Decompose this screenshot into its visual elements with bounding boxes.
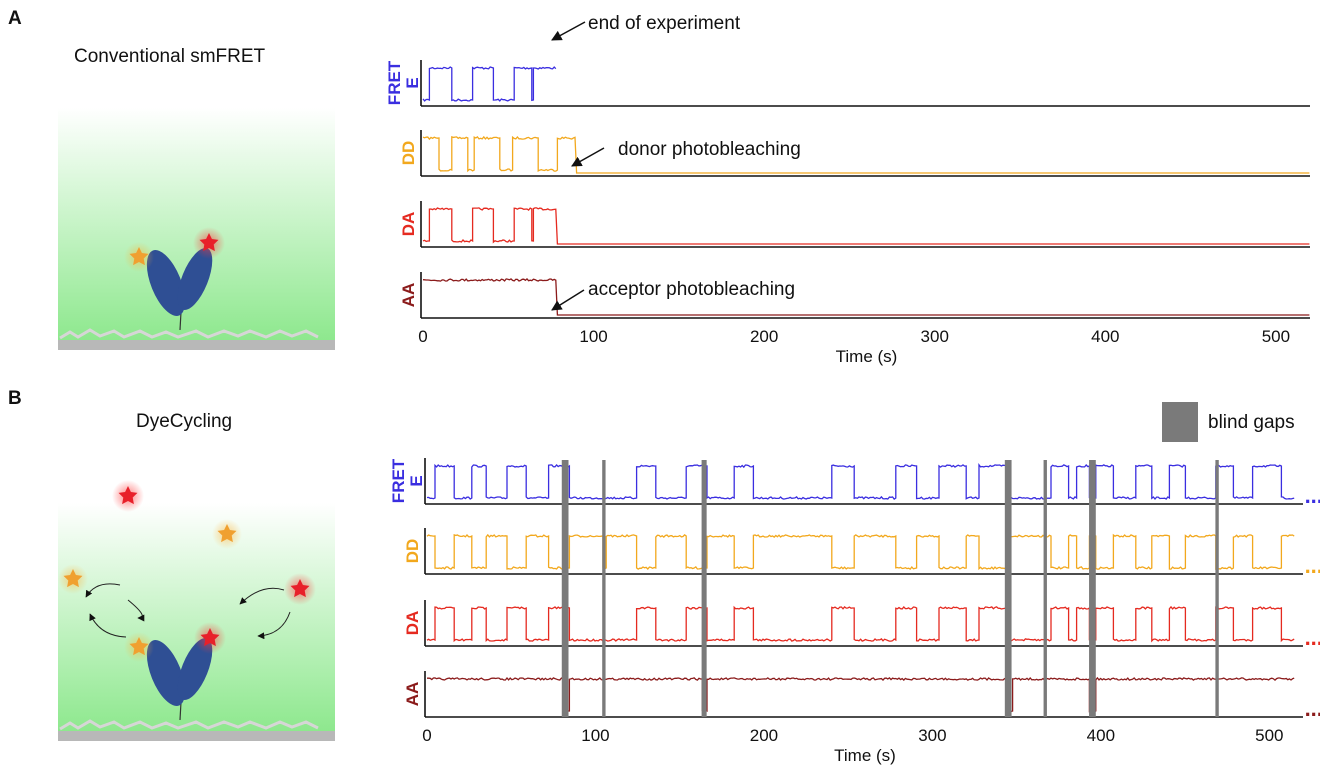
acceptor-star-icon-free-1 [118, 486, 138, 505]
panel-a-title: Conventional smFRET [74, 46, 266, 67]
chart-a: FRETE DD DA AA0 100 200 300 400 500 Time (s) end o… [385, 13, 1310, 366]
chart-b: FRETE... DD... DA... AA... 0 100 200 300 400 500 T… [389, 402, 1320, 765]
illustration-b-background [58, 503, 335, 731]
donor-star-icon [129, 637, 149, 656]
illustration-b-surface [58, 731, 335, 741]
trace-label: DD [399, 141, 418, 166]
illustration-a-surface [58, 340, 335, 350]
protein-tether-b [179, 701, 182, 721]
annotation-arrow [551, 21, 586, 41]
donor-star-icon-free-1 [217, 524, 237, 543]
illustration-b [58, 480, 335, 741]
trace-rows: FRETE... DD... DA... AA... [389, 458, 1320, 721]
trace-label: DA [399, 212, 418, 237]
annotation-label: donor photobleaching [618, 139, 801, 160]
trace-label: FRETE [389, 458, 426, 503]
blind-gap-bar [602, 460, 606, 717]
legend-label: blind gaps [1208, 412, 1295, 433]
trace-label: FRETE [385, 60, 422, 105]
illustration-b-surface-texture [59, 719, 319, 731]
protein-v-icon [146, 250, 186, 316]
acceptor-star-icon [199, 233, 219, 252]
trace-label: AA [403, 682, 422, 707]
blind-gap-bar [1004, 460, 1012, 717]
donor-star-icon [129, 247, 149, 266]
x-tick-label: 100 [579, 327, 607, 346]
annotation-label: acceptor photobleaching [588, 279, 795, 300]
x-tick-label: 200 [750, 327, 778, 346]
trace-continuation-dots: ... [1305, 483, 1320, 508]
exchange-arrow-icon [239, 587, 285, 605]
blind-gap-bar [1215, 460, 1219, 717]
trace-label-line1: FRET [389, 458, 408, 503]
acceptor-star-icon [200, 628, 220, 647]
x-tick-label: 300 [918, 726, 946, 745]
trace-continuation-dots: ... [1305, 625, 1320, 650]
annotation-label: end of experiment [588, 13, 741, 34]
annotation-arrow [571, 147, 605, 167]
panel-b-title: DyeCycling [136, 411, 233, 432]
trace-line [427, 676, 1295, 713]
blind-gap-bar [561, 460, 569, 717]
illustration-a-background [58, 108, 335, 340]
trace-continuation-dots: ... [1305, 696, 1320, 721]
trace-line [422, 207, 1310, 245]
legend-swatch [1162, 402, 1198, 442]
x-tick-label: 300 [921, 327, 949, 346]
x-tick-label: 500 [1262, 327, 1290, 346]
x-tick-label: 400 [1091, 327, 1119, 346]
x-tick-label: 200 [750, 726, 778, 745]
trace-line [426, 605, 1295, 643]
trace-label-line1: FRET [385, 60, 404, 105]
trace-line [422, 135, 1310, 174]
protein-v-icon-right-lobe [177, 248, 213, 310]
illustration-a-surface-texture [59, 328, 319, 340]
donor-star-icon-free-2 [63, 569, 83, 588]
exchange-arrow-icon [85, 583, 121, 598]
x-tick-label: 500 [1255, 726, 1283, 745]
trace-label-line2: E [403, 77, 422, 88]
trace-line [426, 533, 1295, 571]
x-tick-label: 0 [418, 327, 427, 346]
trace-rows: FRETE DD DA AA [385, 60, 1310, 319]
panel-b-letter: B [8, 388, 22, 409]
x-tick-label: 400 [1087, 726, 1115, 745]
exchange-arrow-icon [257, 611, 291, 640]
annotation-arrow [551, 289, 585, 311]
trace-line [422, 66, 557, 102]
protein-tether [179, 311, 182, 331]
trace-label: AA [399, 283, 418, 308]
trace-line [426, 463, 1295, 501]
trace-continuation-dots: ... [1305, 553, 1320, 578]
trace-line [422, 277, 1310, 316]
x-axis-label: Time (s) [836, 347, 898, 366]
blind-gap-bar [701, 460, 707, 717]
protein-v-icon [146, 640, 186, 706]
trace-label: DA [403, 611, 422, 636]
exchange-arrow-icon [127, 599, 145, 622]
blind-gap-bar [1043, 460, 1047, 717]
trace-label: DD [403, 539, 422, 564]
protein-v-icon-right-lobe [177, 638, 213, 700]
panel-a-letter: A [8, 8, 22, 29]
acceptor-star-icon-free-2 [290, 579, 310, 598]
x-axis-label: Time (s) [834, 746, 896, 765]
trace-label-line2: E [407, 475, 426, 486]
exchange-arrow-icon [89, 613, 127, 638]
blind-gap-bar [1089, 460, 1096, 717]
illustration-a [58, 108, 335, 350]
x-tick-label: 0 [422, 726, 431, 745]
x-tick-label: 100 [581, 726, 609, 745]
